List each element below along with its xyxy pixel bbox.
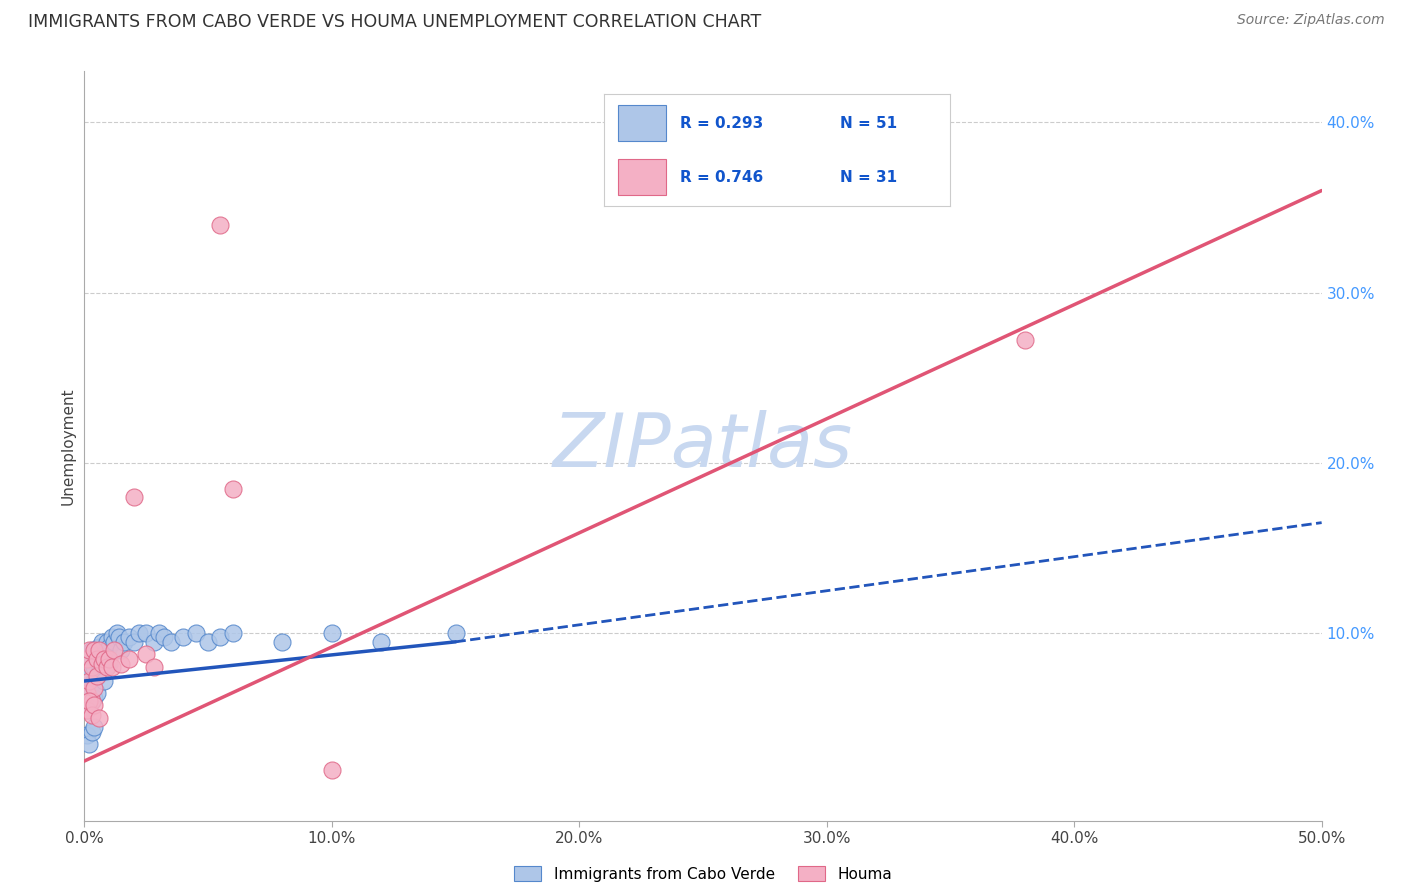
Point	[90, 657, 112, 671]
Point	[110, 657, 132, 671]
Point	[1014, 334, 1036, 348]
Point	[83, 660, 105, 674]
Point	[135, 647, 157, 661]
Y-axis label: Unemployment: Unemployment	[60, 387, 76, 505]
Point	[80, 677, 103, 691]
Point	[98, 652, 121, 666]
Point	[76, 703, 98, 717]
Point	[142, 660, 165, 674]
Point	[118, 652, 141, 666]
Point	[79, 694, 101, 708]
Point	[86, 669, 108, 683]
Point	[89, 711, 111, 725]
Text: ZIPatlas: ZIPatlas	[553, 410, 853, 482]
Point	[83, 673, 105, 688]
Point	[160, 635, 183, 649]
Point	[76, 703, 98, 717]
Point	[90, 635, 112, 649]
Point	[100, 660, 122, 674]
Legend: Immigrants from Cabo Verde, Houma: Immigrants from Cabo Verde, Houma	[508, 860, 898, 888]
Point	[96, 635, 118, 649]
Point	[80, 643, 103, 657]
Point	[105, 626, 128, 640]
Point	[79, 664, 101, 678]
Point	[209, 218, 232, 232]
Point	[209, 630, 232, 644]
Point	[89, 643, 111, 657]
Point	[76, 729, 98, 743]
Point	[90, 652, 112, 666]
Point	[152, 630, 174, 644]
Point	[83, 681, 105, 695]
Point	[103, 635, 125, 649]
Point	[103, 643, 125, 657]
Point	[83, 720, 105, 734]
Point	[93, 652, 115, 666]
Point	[370, 635, 392, 649]
Point	[184, 626, 207, 640]
Point	[444, 626, 467, 640]
Point	[83, 698, 105, 712]
Point	[80, 660, 103, 674]
Point	[222, 482, 245, 496]
Point	[80, 694, 103, 708]
Point	[148, 626, 170, 640]
Point	[79, 643, 101, 657]
Point	[108, 630, 131, 644]
Point	[110, 643, 132, 657]
Point	[83, 643, 105, 657]
Text: IMMIGRANTS FROM CABO VERDE VS HOUMA UNEMPLOYMENT CORRELATION CHART: IMMIGRANTS FROM CABO VERDE VS HOUMA UNEM…	[28, 13, 762, 31]
Text: Source: ZipAtlas.com: Source: ZipAtlas.com	[1237, 13, 1385, 28]
Point	[100, 630, 122, 644]
Point	[76, 686, 98, 700]
Point	[86, 669, 108, 683]
Point	[93, 673, 115, 688]
Point	[79, 694, 101, 708]
Point	[93, 647, 115, 661]
Point	[80, 725, 103, 739]
Point	[89, 640, 111, 654]
Point	[135, 626, 157, 640]
Point	[86, 686, 108, 700]
Point	[86, 647, 108, 661]
Point	[122, 635, 145, 649]
Point	[96, 660, 118, 674]
Point	[98, 640, 121, 654]
Point	[79, 673, 101, 688]
Point	[83, 691, 105, 706]
Point	[80, 708, 103, 723]
Point	[79, 652, 101, 666]
Point	[222, 626, 245, 640]
Point	[79, 737, 101, 751]
Point	[89, 657, 111, 671]
Point	[76, 652, 98, 666]
Point	[197, 635, 219, 649]
Point	[80, 694, 103, 708]
Point	[98, 657, 121, 671]
Point	[112, 635, 135, 649]
Point	[172, 630, 194, 644]
Point	[122, 490, 145, 504]
Point	[321, 763, 343, 777]
Point	[271, 635, 294, 649]
Point	[142, 635, 165, 649]
Point	[118, 630, 141, 644]
Point	[76, 669, 98, 683]
Point	[86, 652, 108, 666]
Point	[76, 686, 98, 700]
Point	[321, 626, 343, 640]
Point	[128, 626, 150, 640]
